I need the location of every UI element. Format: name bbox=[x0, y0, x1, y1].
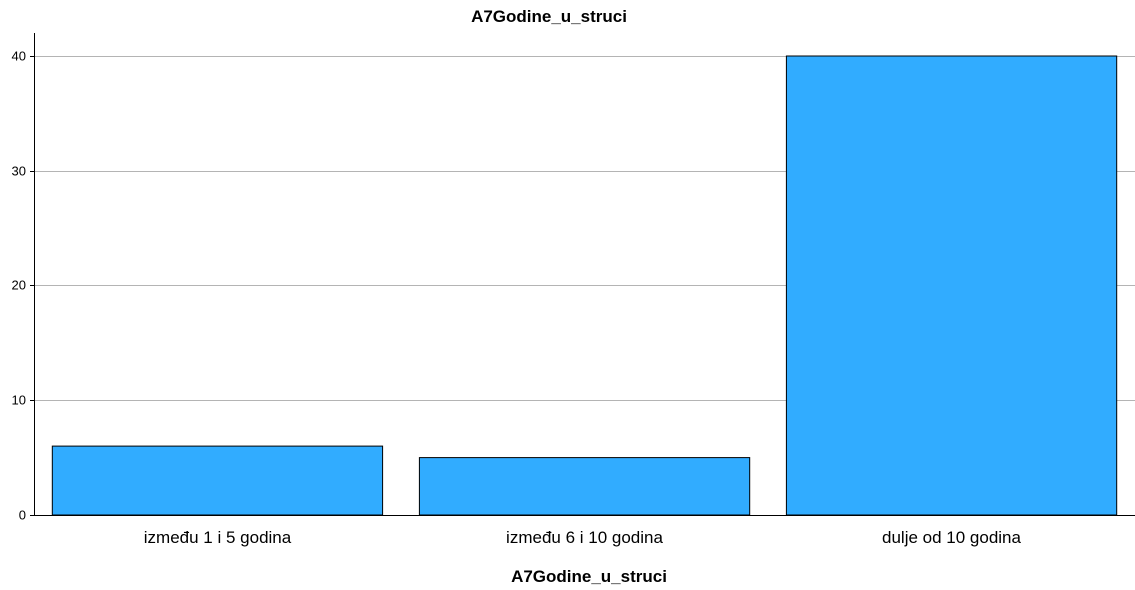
y-tick-label-30: 30 bbox=[12, 164, 26, 179]
bar-0 bbox=[51, 445, 384, 516]
y-tick-label-40: 40 bbox=[12, 49, 26, 64]
y-tick-label-10: 10 bbox=[12, 393, 26, 408]
y-tick-label-0: 0 bbox=[19, 508, 26, 523]
bars bbox=[51, 55, 1118, 516]
x-tick-labels: između 1 i 5 godina između 6 i 10 godina d… bbox=[144, 528, 1022, 547]
x-tick-label-2: dulje od 10 godina bbox=[882, 528, 1022, 547]
y-tick-labels: 0 10 20 30 40 bbox=[12, 49, 26, 523]
x-tick-label-1: između 6 i 10 godina bbox=[506, 528, 663, 547]
y-tick-label-20: 20 bbox=[12, 278, 26, 293]
bar-1 bbox=[418, 457, 751, 516]
x-tick-label-0: između 1 i 5 godina bbox=[144, 528, 292, 547]
bar-2 bbox=[785, 55, 1118, 516]
x-axis-title: A7Godine_u_struci bbox=[511, 567, 667, 586]
axes bbox=[30, 33, 1135, 516]
chart-title: A7Godine_u_struci bbox=[471, 7, 627, 26]
